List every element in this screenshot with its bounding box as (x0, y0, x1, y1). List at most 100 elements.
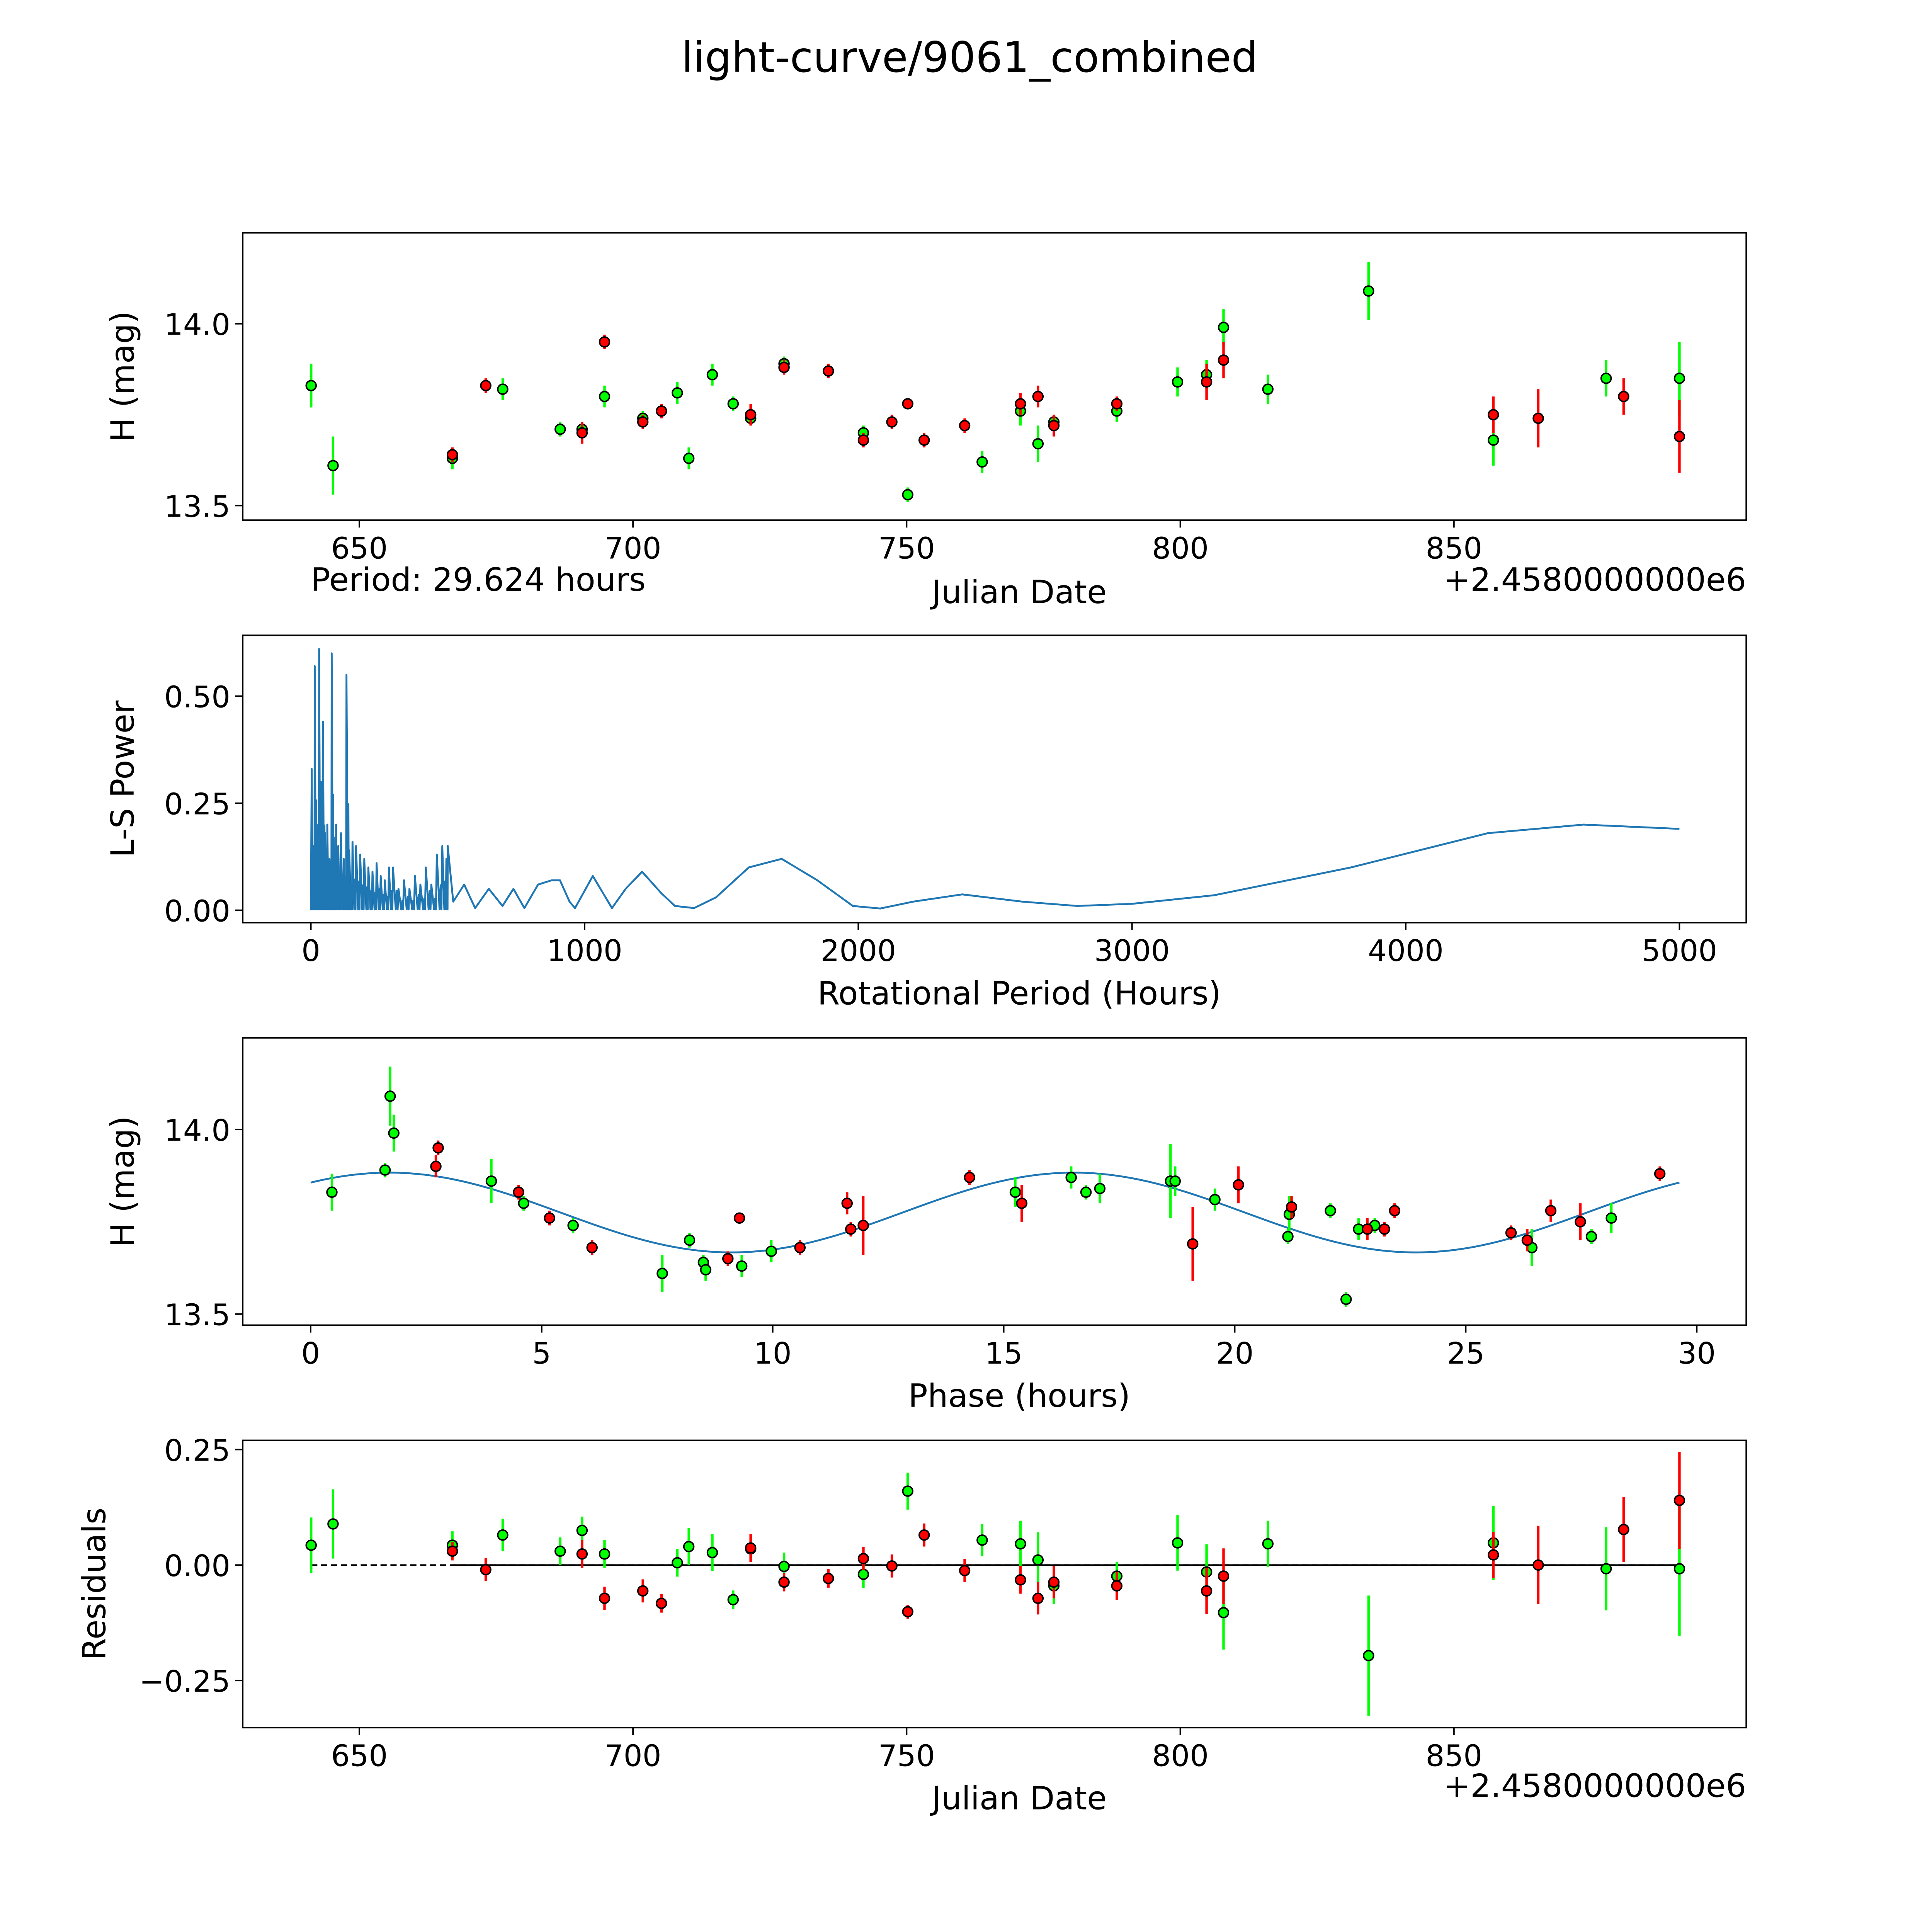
green-data-point (1340, 1293, 1352, 1305)
red-data-point (637, 416, 649, 428)
green-data-point (706, 1547, 718, 1558)
green-data-point (1282, 1231, 1294, 1242)
red-data-point (1361, 1223, 1373, 1235)
red-data-point (513, 1186, 524, 1198)
red-data-point (1218, 1570, 1230, 1582)
red-data-point (857, 1553, 869, 1565)
red-data-point (1015, 398, 1026, 410)
x-tick-label: 3000 (1094, 934, 1170, 968)
green-data-point (765, 1245, 777, 1257)
plot-area (305, 262, 1685, 502)
green-data-point (902, 489, 913, 501)
red-data-point (845, 1223, 857, 1235)
green-data-point (1065, 1172, 1077, 1183)
red-data-point (1218, 354, 1230, 366)
red-data-point (1488, 409, 1499, 420)
green-data-point (1015, 1538, 1026, 1550)
green-data-point (305, 1539, 317, 1551)
panel-phase-folded: 0 5 10 15 20 25 30 13.5 14.0 Phase (hours) H (mag) (104, 1037, 1747, 1415)
green-data-point (1325, 1205, 1336, 1216)
red-data-point (1379, 1223, 1390, 1235)
red-data-point (1015, 1574, 1026, 1586)
x-tick-label: 5 (532, 1337, 551, 1371)
green-data-point (1032, 438, 1044, 450)
red-data-point (918, 434, 930, 446)
y-tick-label: 14.0 (164, 1114, 230, 1148)
green-data-point (1080, 1186, 1092, 1198)
red-data-point (857, 434, 869, 446)
x-axis-label: Julian Date (930, 1780, 1107, 1817)
y-tick-label: 0.25 (164, 787, 230, 821)
green-data-point (497, 1529, 509, 1541)
panel-residuals: 650 700 750 800 850 −0.25 0.00 0.25 Julian Date R… (75, 1434, 1747, 1817)
red-data-point (637, 1585, 649, 1597)
green-data-point (485, 1175, 497, 1187)
y-tick-label: 0.50 (164, 680, 230, 714)
red-data-point (446, 449, 458, 461)
red-data-point (964, 1172, 975, 1183)
red-data-point (886, 1560, 898, 1572)
periodogram-line (310, 648, 1680, 910)
green-data-point (576, 1524, 588, 1536)
x-tick-label: 2000 (820, 934, 896, 968)
x-tick-label: 800 (1152, 532, 1209, 566)
green-data-point (706, 369, 718, 381)
green-data-point (727, 1594, 739, 1605)
period-annotation: Period: 29.624 hours (311, 561, 646, 599)
green-data-point (518, 1197, 529, 1209)
red-data-point (586, 1242, 598, 1253)
green-data-point (778, 1561, 790, 1572)
green-data-point (327, 460, 339, 471)
green-data-point (683, 452, 695, 464)
red-data-point (576, 427, 588, 439)
green-data-point (384, 1090, 396, 1102)
green-data-point (1169, 1175, 1181, 1187)
green-data-point (976, 1534, 988, 1546)
red-data-point (745, 1542, 757, 1554)
red-data-point (1286, 1201, 1298, 1213)
red-data-point (1618, 1524, 1629, 1536)
red-data-point (1673, 430, 1685, 442)
red-data-point (959, 1565, 971, 1577)
green-data-point (1209, 1194, 1221, 1206)
green-data-point (327, 1518, 339, 1530)
red-data-point (778, 1576, 790, 1588)
x-offset-text: +2.4580000000e6 (1443, 1767, 1746, 1805)
x-tick-label: 850 (1425, 1739, 1482, 1774)
x-tick-label: 0 (301, 1337, 320, 1371)
green-data-point (1363, 285, 1374, 297)
red-data-point (959, 420, 971, 432)
y-axis-label: Residuals (75, 1508, 113, 1660)
x-tick-label: 10 (754, 1337, 792, 1371)
red-data-point (1048, 420, 1060, 432)
red-data-point (778, 362, 790, 373)
green-data-point (1600, 372, 1612, 384)
green-data-point (1172, 1537, 1184, 1549)
red-data-point (544, 1212, 555, 1224)
red-data-point (1532, 1559, 1544, 1571)
red-data-point (841, 1197, 853, 1209)
green-data-point (1218, 1607, 1230, 1619)
y-axis-label: H (mag) (104, 1116, 141, 1247)
green-data-point (388, 1127, 400, 1139)
red-data-point (1545, 1205, 1557, 1216)
green-data-point (1262, 1538, 1274, 1550)
x-axis-label: Julian Date (930, 573, 1107, 611)
red-data-point (1016, 1197, 1028, 1209)
x-tick-label: 5000 (1642, 934, 1718, 968)
green-data-point (1673, 1563, 1685, 1575)
x-axis-label: Phase (hours) (908, 1377, 1131, 1415)
x-tick-label: 4000 (1368, 934, 1444, 968)
red-data-point (1618, 391, 1629, 402)
red-data-point (480, 380, 492, 391)
axes-frame (242, 634, 1747, 923)
red-data-point (857, 1219, 869, 1231)
red-data-point (745, 409, 757, 420)
red-data-point (599, 1592, 611, 1604)
red-data-point (823, 365, 834, 377)
x-tick-label: 1000 (547, 934, 622, 968)
green-data-point (599, 391, 611, 402)
panels: 650 700 750 800 850 13.5 14.0 Julian Date H (mag… (75, 232, 1747, 1817)
green-data-point (326, 1186, 338, 1198)
x-tick-label: 700 (605, 1739, 662, 1774)
